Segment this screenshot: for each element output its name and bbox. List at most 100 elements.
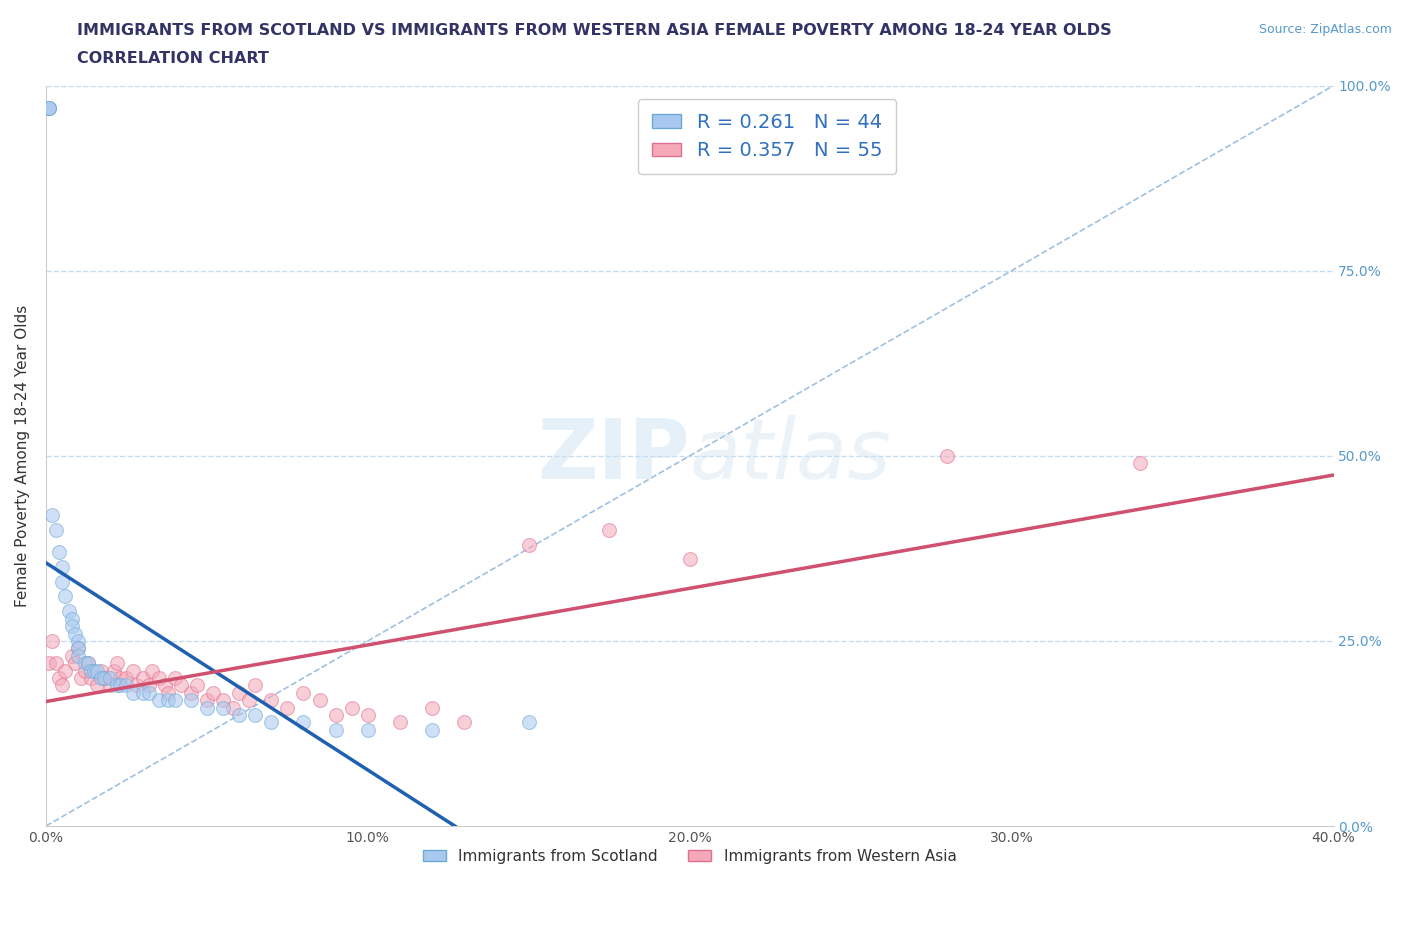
Point xyxy=(195,693,218,708)
Point xyxy=(90,663,112,678)
Point xyxy=(122,663,145,678)
Point xyxy=(48,545,70,560)
Point xyxy=(38,656,60,671)
Point xyxy=(292,715,315,730)
Point xyxy=(325,723,347,737)
Point xyxy=(51,678,73,693)
Point xyxy=(221,700,243,715)
Point xyxy=(108,671,131,685)
Point xyxy=(60,618,83,633)
Point xyxy=(936,448,959,463)
Point xyxy=(80,663,103,678)
Point xyxy=(138,685,160,700)
Text: CORRELATION CHART: CORRELATION CHART xyxy=(77,51,269,66)
Point xyxy=(67,641,90,656)
Point xyxy=(98,678,121,693)
Point xyxy=(60,611,83,626)
Text: IMMIGRANTS FROM SCOTLAND VS IMMIGRANTS FROM WESTERN ASIA FEMALE POVERTY AMONG 18: IMMIGRANTS FROM SCOTLAND VS IMMIGRANTS F… xyxy=(77,23,1112,38)
Point xyxy=(90,671,112,685)
Point xyxy=(170,678,193,693)
Point xyxy=(67,633,90,648)
Point xyxy=(163,671,186,685)
Point xyxy=(148,671,170,685)
Point xyxy=(41,508,63,523)
Point xyxy=(141,663,163,678)
Point xyxy=(308,693,330,708)
Point xyxy=(63,626,86,641)
Point xyxy=(51,574,73,589)
Point xyxy=(115,671,138,685)
Point xyxy=(180,693,202,708)
Point xyxy=(115,678,138,693)
Point xyxy=(157,685,180,700)
Point xyxy=(76,656,98,671)
Text: Source: ZipAtlas.com: Source: ZipAtlas.com xyxy=(1258,23,1392,36)
Point xyxy=(212,700,235,715)
Legend: Immigrants from Scotland, Immigrants from Western Asia: Immigrants from Scotland, Immigrants fro… xyxy=(418,843,963,870)
Point xyxy=(86,663,108,678)
Point xyxy=(63,656,86,671)
Point xyxy=(245,708,267,723)
Point xyxy=(108,678,131,693)
Point xyxy=(148,693,170,708)
Point xyxy=(195,700,218,715)
Point xyxy=(598,523,620,538)
Point xyxy=(292,685,315,700)
Point xyxy=(276,700,298,715)
Point xyxy=(238,693,260,708)
Point xyxy=(389,715,412,730)
Point xyxy=(70,671,93,685)
Point xyxy=(103,663,125,678)
Point xyxy=(517,715,540,730)
Point xyxy=(122,685,145,700)
Point xyxy=(48,671,70,685)
Point xyxy=(202,685,225,700)
Point xyxy=(131,685,153,700)
Point xyxy=(76,656,98,671)
Text: atlas: atlas xyxy=(690,416,891,497)
Point xyxy=(163,693,186,708)
Point xyxy=(125,678,148,693)
Point xyxy=(67,648,90,663)
Point xyxy=(83,663,105,678)
Point xyxy=(357,708,380,723)
Point xyxy=(73,663,96,678)
Point xyxy=(80,671,103,685)
Point xyxy=(260,693,283,708)
Point xyxy=(58,604,80,618)
Point xyxy=(420,723,443,737)
Point xyxy=(228,708,250,723)
Point xyxy=(131,671,153,685)
Point xyxy=(157,693,180,708)
Point xyxy=(228,685,250,700)
Point xyxy=(260,715,283,730)
Point xyxy=(340,700,363,715)
Y-axis label: Female Poverty Among 18-24 Year Olds: Female Poverty Among 18-24 Year Olds xyxy=(15,305,30,607)
Point xyxy=(38,100,60,115)
Point xyxy=(517,538,540,552)
Point xyxy=(45,656,67,671)
Point xyxy=(186,678,208,693)
Point xyxy=(67,641,90,656)
Point xyxy=(60,648,83,663)
Point xyxy=(245,678,267,693)
Point xyxy=(45,523,67,538)
Point xyxy=(53,663,76,678)
Point xyxy=(180,685,202,700)
Point xyxy=(38,100,60,115)
Point xyxy=(138,678,160,693)
Point xyxy=(1129,456,1152,471)
Point xyxy=(93,671,115,685)
Text: ZIP: ZIP xyxy=(537,416,690,497)
Point xyxy=(212,693,235,708)
Point xyxy=(105,656,128,671)
Point xyxy=(51,560,73,575)
Point xyxy=(73,656,96,671)
Point xyxy=(53,589,76,604)
Point xyxy=(38,100,60,115)
Point xyxy=(679,552,702,567)
Point xyxy=(105,678,128,693)
Point xyxy=(357,723,380,737)
Point xyxy=(325,708,347,723)
Point xyxy=(153,678,176,693)
